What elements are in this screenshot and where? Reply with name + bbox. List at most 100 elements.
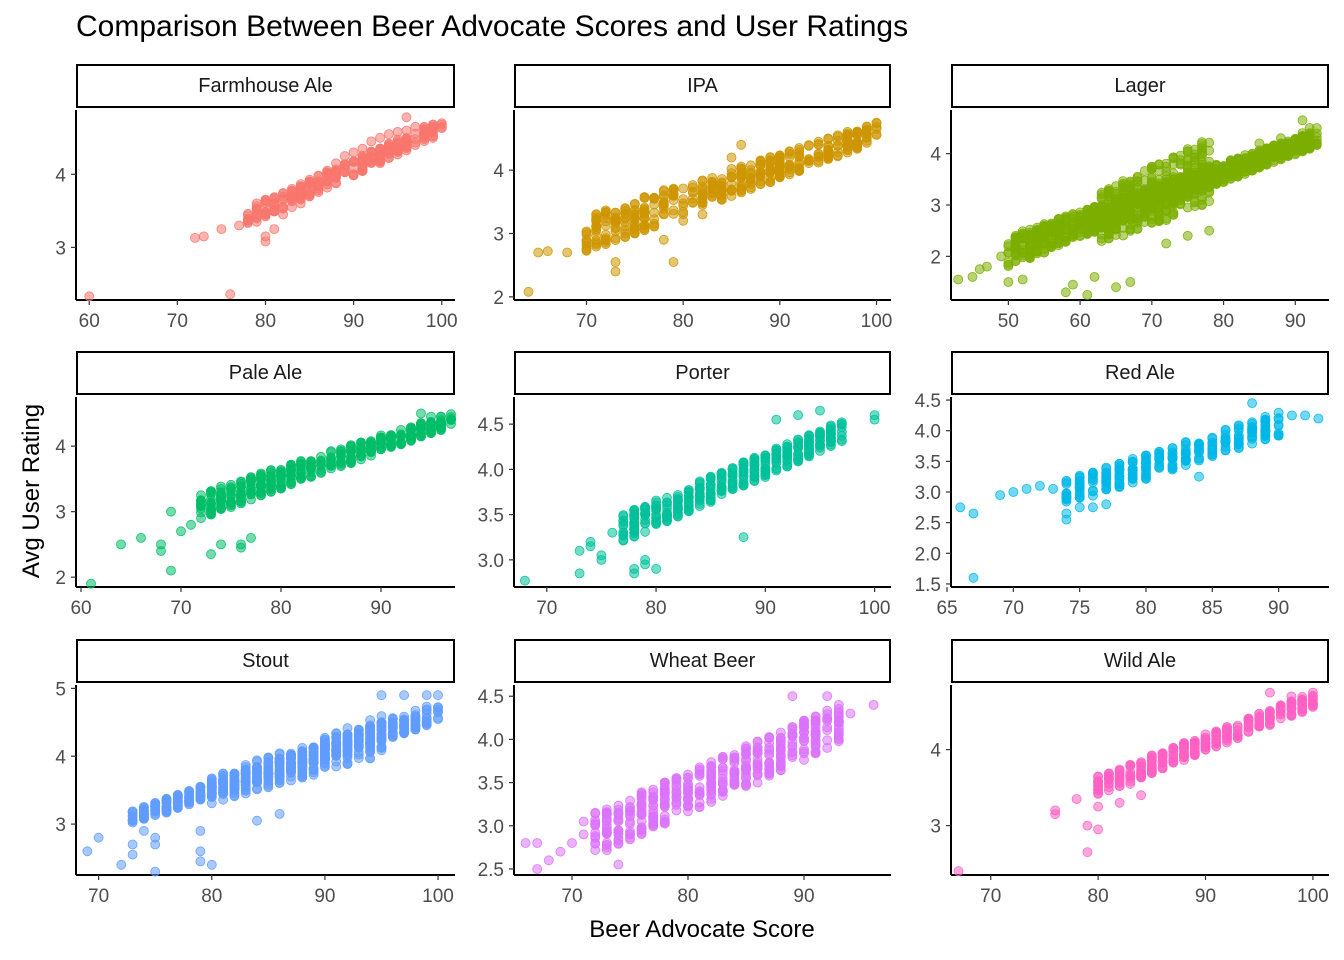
x-tick-label: 100 <box>1297 886 1329 907</box>
data-point <box>662 492 672 503</box>
data-point <box>1200 729 1211 740</box>
data-point <box>396 429 406 440</box>
data-point <box>401 112 412 123</box>
data-point <box>636 799 647 809</box>
data-point <box>346 441 356 452</box>
y-tick-label: 3 <box>930 817 941 838</box>
data-point <box>286 762 296 773</box>
data-point <box>353 742 364 753</box>
data-point <box>822 715 833 726</box>
data-point <box>982 261 992 272</box>
data-point <box>1048 484 1058 494</box>
data-point <box>1132 171 1143 182</box>
data-point <box>308 754 319 765</box>
y-tick-label: 3.0 <box>915 483 941 504</box>
data-points <box>520 691 879 874</box>
data-point <box>376 444 386 455</box>
data-point <box>741 746 751 756</box>
data-point <box>1082 847 1093 858</box>
data-point <box>1207 433 1218 444</box>
data-point <box>736 186 747 196</box>
facet-strip-label: Stout <box>76 639 455 683</box>
x-tick-label: 50 <box>998 311 1019 332</box>
data-point <box>251 216 262 227</box>
data-point <box>825 427 836 437</box>
data-point <box>406 435 416 446</box>
data-point <box>562 247 573 258</box>
y-tick-label: 5 <box>55 679 66 700</box>
data-point <box>836 419 847 430</box>
data-point <box>161 802 172 812</box>
y-tick-label: 4.5 <box>915 391 941 412</box>
y-tick-label: 3.5 <box>478 774 504 795</box>
data-point <box>376 730 387 740</box>
data-point <box>316 458 326 468</box>
data-point <box>1087 490 1098 501</box>
x-tick-label: 80 <box>673 311 694 332</box>
data-point <box>336 446 346 456</box>
data-point <box>764 733 775 743</box>
data-point <box>399 720 410 731</box>
data-point <box>542 246 553 257</box>
data-point <box>639 225 650 236</box>
x-tick-label: 90 <box>1195 886 1216 907</box>
data-point <box>1218 161 1229 171</box>
data-point <box>752 777 763 788</box>
data-point <box>1146 751 1157 761</box>
data-point <box>729 750 740 760</box>
data-point <box>116 539 126 550</box>
data-point <box>416 408 426 419</box>
data-point <box>706 794 717 804</box>
y-tick-label: 4.5 <box>478 415 504 436</box>
data-point <box>868 699 879 710</box>
x-tick-label: 80 <box>677 886 698 907</box>
data-point <box>625 795 635 806</box>
data-point <box>625 819 635 829</box>
data-point <box>410 121 421 132</box>
data-point <box>533 247 544 258</box>
data-point <box>1074 502 1085 513</box>
data-point <box>1254 138 1265 149</box>
data-point <box>1136 769 1147 780</box>
data-point <box>216 224 227 234</box>
data-point <box>968 572 979 583</box>
data-point <box>266 471 276 481</box>
data-point <box>601 826 612 837</box>
data-point <box>286 192 297 203</box>
data-point <box>1111 282 1121 293</box>
data-point <box>810 748 821 759</box>
x-tick-label: 80 <box>201 886 222 907</box>
y-tick-label: 2 <box>493 288 504 309</box>
x-tick-label: 70 <box>561 886 582 907</box>
data-point <box>736 139 747 150</box>
data-point <box>869 410 880 421</box>
data-point <box>620 203 631 213</box>
y-tick-label: 4 <box>55 437 66 458</box>
data-point <box>1264 687 1275 698</box>
data-point <box>618 527 629 538</box>
data-point <box>697 194 708 205</box>
data-point <box>764 760 775 771</box>
data-point <box>357 166 368 176</box>
data-point <box>319 734 330 745</box>
data-point <box>639 193 650 203</box>
data-point <box>629 563 640 574</box>
data-point <box>784 160 795 171</box>
data-point <box>726 186 737 196</box>
data-point <box>1096 233 1107 244</box>
data-point <box>86 578 96 589</box>
data-point <box>353 753 364 763</box>
data-point <box>156 539 166 550</box>
data-point <box>613 825 624 836</box>
data-point <box>308 763 319 774</box>
data-point <box>1179 739 1189 750</box>
x-tick-label: 90 <box>793 886 814 907</box>
data-point <box>1275 133 1286 144</box>
data-point <box>166 565 176 576</box>
data-point <box>741 781 751 791</box>
data-point <box>136 532 146 543</box>
data-point <box>717 787 728 797</box>
data-point <box>639 208 650 219</box>
data-point <box>601 840 612 850</box>
data-point <box>401 145 412 156</box>
